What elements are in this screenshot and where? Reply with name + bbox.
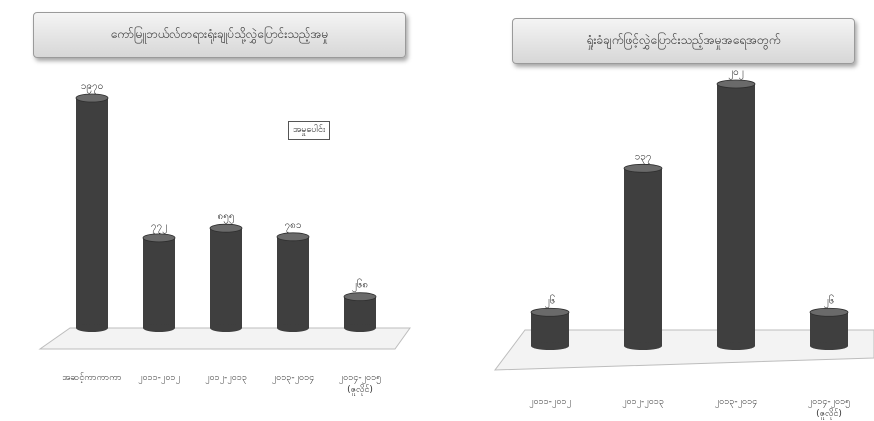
bar-base — [717, 342, 755, 350]
chart-floor — [493, 329, 874, 371]
bar-top — [276, 232, 310, 242]
data-label: ၇၈၁ — [285, 220, 302, 233]
bar-base — [624, 342, 662, 350]
bar — [143, 237, 175, 328]
data-label: ၁၃၇ — [635, 151, 652, 164]
bar — [344, 296, 376, 328]
bar-base — [210, 324, 242, 332]
data-label: ၇၇၂ — [151, 221, 167, 234]
bar — [810, 312, 848, 346]
bar-top — [809, 307, 849, 317]
bar-base — [531, 342, 569, 350]
category-label: ၂၀၁၄-၂၀၁၅ — [808, 397, 850, 408]
bar-top — [343, 292, 377, 302]
category-label: ၂၀၁၁-၂၀၁၂ — [529, 397, 571, 408]
bar — [717, 84, 755, 346]
bar — [531, 312, 569, 346]
bar-top — [209, 223, 243, 233]
bar-base — [810, 342, 848, 350]
category-label: ၂၀၁၃-၂၀၁၄ — [272, 373, 314, 384]
category-label: ၂၀၁၂-၂၀၁၃ — [205, 373, 247, 384]
category-label: (ဇူလိုင်) — [816, 408, 842, 420]
chart-panel-left: ကော်မြူဘယ်လ်တရားရုံးချုပ်သို့လွှဲပြောင်း… — [33, 12, 411, 396]
category-label: ၂၀၁၄-၂၀၁၅ — [339, 373, 381, 384]
bar-top — [623, 163, 663, 173]
chart-title-left: ကော်မြူဘယ်လ်တရားရုံးချုပ်သို့လွှဲပြောင်း… — [33, 12, 406, 58]
data-label: ၁၉၇၀ — [81, 81, 104, 94]
bar — [76, 98, 108, 328]
bar-top — [530, 307, 570, 317]
bar-base — [277, 324, 309, 332]
bar-base — [143, 324, 175, 332]
category-label: ၂၀၁၃-၂၀၁၄ — [715, 397, 757, 408]
bar — [277, 236, 309, 328]
legend-left: အမှုပေါင်း — [288, 121, 331, 140]
chart-title-right: ရှုံးခံချက်ဖြင့်လွှဲပြောင်းသည့်အမှုအရေအတ… — [512, 18, 855, 64]
bar-top — [142, 233, 176, 243]
data-label: ၂၆၈ — [352, 278, 368, 293]
data-label: ၂၆ — [545, 293, 556, 308]
bar-base — [344, 324, 376, 332]
bar-top — [75, 93, 109, 103]
chart-panel-right: ရှုံးခံချက်ဖြင့်လွှဲပြောင်းသည့်အမှုအရေအတ… — [455, 0, 874, 421]
data-label: ၂၆ — [824, 293, 835, 308]
bar — [210, 228, 242, 328]
bar — [624, 168, 662, 346]
category-label: ၂၀၁၂-၂၀၁၃ — [622, 397, 664, 408]
data-label: ၈၅၅ — [218, 211, 235, 224]
data-label: ၂၀၂ — [728, 67, 744, 80]
category-label: ၂၀၁၁-၂၀၁၂ — [138, 373, 180, 384]
category-label: (ဇူလိုင်) — [347, 384, 373, 396]
category-label: အဆင့်ကာကာကာ — [62, 372, 121, 383]
bar-base — [76, 324, 108, 332]
bar-top — [716, 79, 756, 89]
